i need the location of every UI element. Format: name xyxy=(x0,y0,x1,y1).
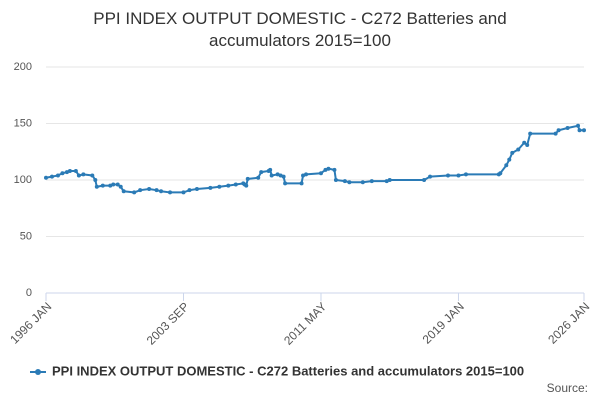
data-point xyxy=(333,178,338,182)
data-point xyxy=(187,188,192,193)
data-point xyxy=(49,174,54,179)
y-tick-label: 150 xyxy=(14,117,32,129)
x-tick-label: 2003 SEP xyxy=(144,299,192,347)
data-point xyxy=(73,168,78,173)
data-point xyxy=(132,190,137,195)
data-point xyxy=(181,190,186,195)
data-point xyxy=(159,189,164,194)
data-point xyxy=(318,171,323,176)
data-point xyxy=(576,123,581,128)
data-point xyxy=(111,182,116,187)
y-tick-label: 100 xyxy=(14,174,32,186)
data-point xyxy=(244,183,249,188)
data-point xyxy=(342,179,347,184)
data-point xyxy=(100,183,105,188)
data-point xyxy=(565,126,570,131)
data-point xyxy=(115,182,120,187)
data-point xyxy=(259,170,264,175)
data-point xyxy=(582,128,586,133)
data-point xyxy=(256,175,261,180)
legend-label: PPI INDEX OUTPUT DOMESTIC - C272 Batteri… xyxy=(52,363,524,378)
data-point xyxy=(326,166,331,171)
data-point xyxy=(93,178,98,182)
data-point xyxy=(525,142,530,147)
data-point xyxy=(428,174,433,179)
data-point xyxy=(44,175,48,180)
data-point xyxy=(281,174,286,179)
x-tick-label: 2011 MAY xyxy=(281,299,329,347)
data-point xyxy=(118,184,123,189)
x-tick-label: 2019 JAN xyxy=(420,299,467,346)
source: Source: xyxy=(547,381,588,395)
data-point xyxy=(422,178,427,182)
data-point xyxy=(269,173,274,178)
data-point xyxy=(147,187,152,192)
data-point xyxy=(360,180,365,185)
data-point xyxy=(463,172,468,177)
data-point xyxy=(456,173,461,178)
data-point xyxy=(194,187,199,192)
data-point xyxy=(226,183,231,188)
data-point xyxy=(553,131,558,136)
data-point xyxy=(217,184,222,189)
data-point xyxy=(387,178,392,182)
data-point xyxy=(283,181,288,186)
data-point xyxy=(507,157,512,162)
data-point xyxy=(577,128,582,133)
data-point xyxy=(504,163,509,168)
data-point xyxy=(138,188,143,193)
data-point xyxy=(268,167,273,172)
data-point xyxy=(94,184,99,189)
legend-marker xyxy=(35,369,41,375)
data-point xyxy=(304,172,309,177)
data-point xyxy=(556,128,561,133)
chart-title: PPI INDEX OUTPUT DOMESTIC - C272 Batteri… xyxy=(93,9,506,50)
data-point xyxy=(154,188,159,193)
x-tick-label: 1996 JAN xyxy=(7,299,54,346)
data-point xyxy=(67,168,72,173)
data-point xyxy=(233,182,238,187)
data-point xyxy=(208,185,213,190)
data-point xyxy=(60,171,65,176)
data-point xyxy=(446,173,451,178)
title-line: accumulators 2015=100 xyxy=(209,31,391,50)
data-point xyxy=(510,150,515,155)
data-point xyxy=(516,147,521,152)
data-point xyxy=(299,181,304,186)
data-point xyxy=(168,190,173,195)
data-point xyxy=(498,171,503,176)
data-point xyxy=(90,173,95,178)
data-point xyxy=(369,179,374,184)
y-tick-label: 200 xyxy=(14,61,32,73)
y-tick-label: 50 xyxy=(20,230,32,242)
series-line xyxy=(45,124,584,194)
data-point xyxy=(332,167,337,172)
data-point xyxy=(55,173,60,178)
x-tick-label: 2026 JAN xyxy=(545,299,592,346)
y-tick-label: 0 xyxy=(26,287,32,299)
data-point xyxy=(121,189,126,194)
data-point xyxy=(76,173,81,178)
data-point xyxy=(528,131,533,136)
data-point xyxy=(522,140,527,145)
title-line: PPI INDEX OUTPUT DOMESTIC - C272 Batteri… xyxy=(93,9,506,28)
data-point xyxy=(81,172,86,177)
data-point xyxy=(347,180,352,185)
data-point xyxy=(245,176,250,181)
